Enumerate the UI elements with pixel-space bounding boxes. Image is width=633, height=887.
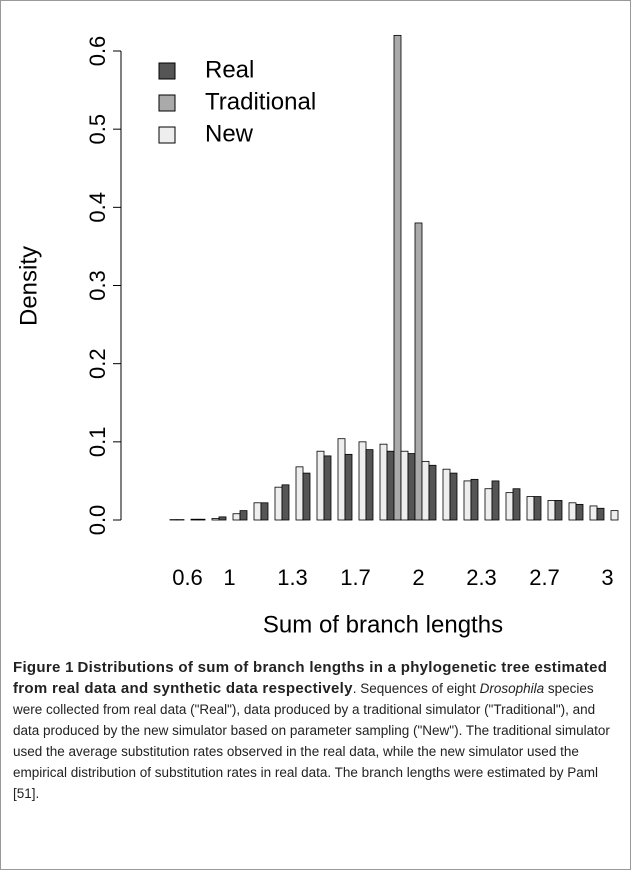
bar [190, 518, 199, 521]
bar [344, 453, 353, 521]
x-axis-label: Sum of branch lengths [263, 611, 503, 638]
y-tick-label: 0.0 [85, 505, 110, 536]
legend-label: Real [205, 56, 254, 83]
y-tick-label: 0.6 [85, 36, 110, 67]
bar [414, 222, 423, 521]
bar [253, 502, 262, 521]
caption-text: species were collected from real data ("… [13, 681, 610, 801]
legend-swatch [158, 94, 176, 112]
bar [211, 518, 220, 521]
legend-label: New [205, 120, 254, 147]
caption-label: Figure 1 [13, 659, 74, 676]
bar [365, 449, 374, 521]
bar [218, 516, 227, 521]
bar [470, 478, 479, 521]
y-tick-label: 0.2 [85, 348, 110, 379]
y-tick-label: 0.4 [85, 192, 110, 223]
bar [295, 466, 304, 521]
x-tick-label: 3 [601, 565, 613, 590]
chart: Density Sum of branch lengths 0.0 0.1 0.2 0… [15, 34, 619, 638]
caption-italic: Drosophila [479, 681, 545, 696]
x-tick-label: 2.7 [529, 565, 560, 590]
bar [316, 450, 325, 521]
caption-text: . Sequences of eight [352, 681, 480, 696]
bar [274, 486, 283, 521]
bar [386, 450, 395, 521]
bar [379, 443, 388, 521]
bar [232, 513, 241, 521]
y-tick-label: 0.5 [85, 114, 110, 145]
bar [512, 488, 521, 521]
bar [281, 484, 290, 521]
bar [421, 460, 430, 521]
bar [400, 450, 409, 521]
bar [407, 453, 416, 521]
bar [505, 492, 514, 521]
x-tick-label: 1.7 [340, 565, 371, 590]
bar [302, 472, 311, 521]
bar [197, 518, 206, 521]
x-tick-label: 2.3 [466, 565, 497, 590]
bar [463, 480, 472, 521]
y-tick-label: 0.1 [85, 427, 110, 458]
figure: Density Sum of branch lengths 0.0 0.1 0.2 0… [0, 0, 631, 870]
y-axis-label: Density [15, 246, 42, 326]
bar [428, 464, 437, 521]
bar [554, 500, 563, 521]
caption-title: Distributions of sum of branch lengths i… [13, 659, 608, 697]
y-tick-label: 0.3 [85, 270, 110, 301]
bar [323, 455, 332, 521]
bar [575, 503, 584, 521]
x-tick-label: 2 [412, 565, 424, 590]
legend-swatch [158, 126, 176, 144]
x-tick-label: 1.3 [277, 565, 308, 590]
bar [491, 480, 500, 521]
bar [442, 468, 451, 521]
x-tick-label: 0.6 [172, 565, 203, 590]
legend-label: Traditional [205, 88, 316, 115]
bar [589, 505, 598, 521]
bar [239, 510, 248, 521]
bar [260, 502, 269, 521]
caption: Figure 1 Distributions of sum of branch … [13, 657, 618, 804]
bar [393, 34, 402, 521]
x-tick-label: 1 [223, 565, 235, 590]
bar [610, 510, 619, 521]
bar [449, 472, 458, 521]
legend-swatch [158, 62, 176, 80]
bar [568, 502, 577, 521]
bar [547, 500, 556, 521]
bar [533, 496, 542, 521]
bar [596, 507, 605, 521]
bar [358, 441, 367, 521]
bar [337, 438, 346, 521]
bar [526, 496, 535, 521]
bar [484, 488, 493, 521]
